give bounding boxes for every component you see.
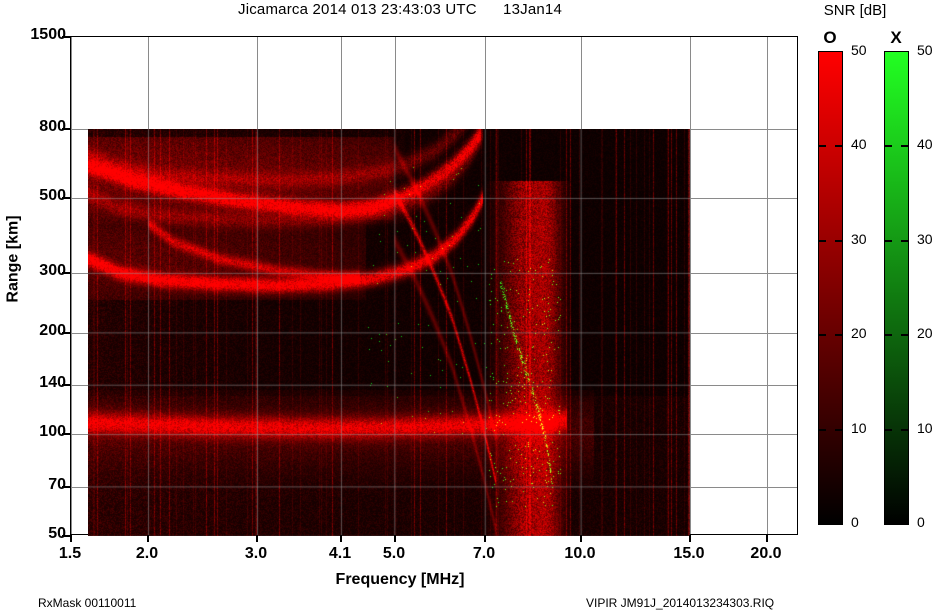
colorbar-o-gradient	[818, 51, 843, 525]
ionogram-canvas	[88, 129, 690, 536]
x-axis-tick-label: 4.1	[328, 545, 352, 562]
y-axis-tick-label: 200	[39, 322, 66, 339]
colorbar-tick-mark	[901, 240, 908, 242]
colorbar-title: SNR [dB]	[823, 2, 887, 19]
x-axis-tick-label: 3.0	[244, 545, 268, 562]
ionogram-data-area	[88, 129, 690, 536]
x-axis-tick-mark	[766, 535, 768, 542]
y-axis-tick-mark	[62, 384, 70, 386]
y-axis-label: Range [km]	[4, 215, 22, 303]
y-axis-tick-label: 70	[48, 476, 66, 493]
x-axis-tick-mark	[689, 535, 691, 542]
y-axis-tick-label: 500	[39, 187, 66, 204]
colorbar-tick-label: 40	[917, 136, 932, 152]
colorbar-tick-mark	[835, 145, 842, 147]
colorbar-o-head: O	[823, 28, 837, 47]
x-axis-tick-label: 5.0	[382, 545, 406, 562]
colorbar-tick-mark	[835, 240, 842, 242]
colorbar-tick-mark	[835, 429, 842, 431]
y-axis-tick-label: 1500	[30, 26, 66, 43]
colorbar-tick-label: 30	[917, 231, 932, 247]
colorbar-tick-label: 50	[851, 42, 867, 58]
colorbar-tick-mark	[885, 334, 892, 336]
colorbar-x-head: X	[890, 28, 902, 47]
gridline-vertical	[767, 37, 768, 534]
y-axis-tick-label: 50	[48, 525, 66, 542]
colorbar-tick-mark	[901, 429, 908, 431]
y-axis-tick-mark	[62, 36, 70, 38]
x-axis-tick-mark	[394, 535, 396, 542]
colorbar-tick-mark	[901, 145, 908, 147]
y-axis-tick-label: 300	[39, 262, 66, 279]
gridline-vertical	[690, 37, 691, 534]
colorbar-tick-mark	[819, 240, 826, 242]
colorbar-tick-mark	[835, 334, 842, 336]
footer-rxmask: RxMask 00110011	[38, 596, 137, 610]
page-title: Jicamarca 2014 013 23:43:03 UTC 13Jan14	[238, 1, 562, 18]
colorbar-tick-mark	[901, 334, 908, 336]
colorbar-tick-label: 0	[917, 514, 925, 530]
colorbar-tick-mark	[819, 145, 826, 147]
colorbar-tick-mark	[819, 334, 826, 336]
x-axis-tick-mark	[256, 535, 258, 542]
gridline-vertical	[71, 37, 72, 534]
plot-frame	[70, 36, 798, 536]
colorbar-tick-mark	[885, 240, 892, 242]
x-axis-tick-label: 15.0	[673, 545, 705, 562]
x-axis-label: Frequency [MHz]	[335, 571, 465, 588]
y-axis-tick-mark	[62, 128, 70, 130]
x-axis-tick-label: 2.0	[135, 545, 159, 562]
colorbar-tick-mark	[819, 429, 826, 431]
x-axis-tick-label: 20.0	[750, 545, 782, 562]
colorbar-tick-label: 50	[917, 42, 932, 58]
colorbar-tick-label: 30	[851, 231, 867, 247]
y-axis-tick-mark	[62, 332, 70, 334]
x-axis-tick-mark	[340, 535, 342, 542]
x-axis-tick-mark	[70, 535, 72, 542]
y-axis-tick-mark	[62, 272, 70, 274]
y-axis-tick-label: 100	[39, 423, 66, 440]
y-axis-tick-label: 800	[39, 118, 66, 135]
x-axis-tick-label: 7.0	[472, 545, 496, 562]
colorbar-tick-mark	[885, 145, 892, 147]
x-axis-tick-label: 10.0	[564, 545, 596, 562]
colorbar-tick-label: 20	[851, 325, 867, 341]
x-axis-tick-mark	[580, 535, 582, 542]
y-axis-tick-mark	[62, 535, 70, 537]
colorbar-tick-label: 40	[851, 136, 867, 152]
footer-source-file: VIPIR JM91J_2014013234303.RIQ	[586, 596, 775, 610]
colorbar-tick-mark	[885, 429, 892, 431]
y-axis-tick-label: 140	[39, 374, 66, 391]
y-axis-tick-mark	[62, 197, 70, 199]
colorbar-x-gradient	[884, 51, 909, 525]
y-axis-tick-mark	[62, 486, 70, 488]
colorbar-tick-label: 20	[917, 325, 932, 341]
x-axis-tick-mark	[147, 535, 149, 542]
colorbar-tick-label: 0	[851, 514, 859, 530]
x-axis-tick-mark	[484, 535, 486, 542]
colorbar-tick-label: 10	[851, 420, 867, 436]
y-axis-tick-mark	[62, 433, 70, 435]
x-axis-tick-label: 1.5	[58, 545, 82, 562]
colorbar-tick-label: 10	[917, 420, 932, 436]
